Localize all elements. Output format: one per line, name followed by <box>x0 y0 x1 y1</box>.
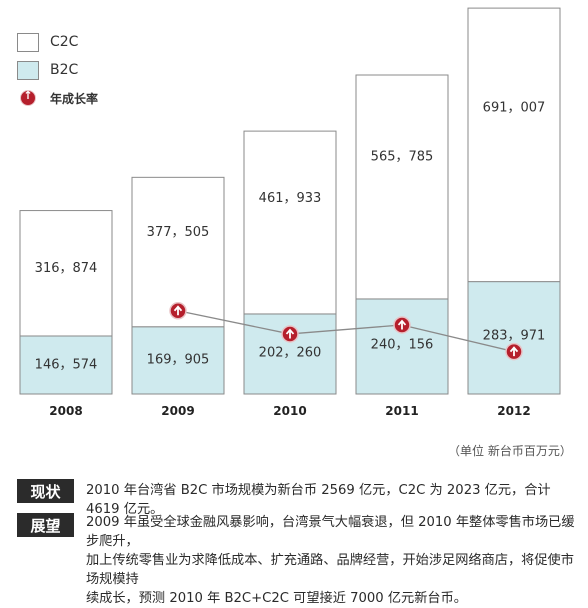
note-text-current: 2010 年台湾省 B2C 市场规模为新台币 2569 亿元，C2C 为 202… <box>86 483 551 517</box>
legend-label-growth: 年成长率 <box>50 91 99 106</box>
x-tick-label: 2011 <box>385 404 418 418</box>
bar-c2c <box>243 130 337 315</box>
data-label-b2c: 146，574 <box>35 357 98 372</box>
data-label-b2c: 202，260 <box>259 346 322 361</box>
bar-c2c <box>131 176 225 328</box>
data-label-c2c: 565，785 <box>371 150 434 165</box>
note-current: 现状 2010 年台湾省 B2C 市场规模为新台币 2569 亿元，C2C 为 … <box>17 479 577 519</box>
data-label-c2c: 316，874 <box>35 261 98 276</box>
stacked-bar-chart: 146，574 316，874 2008 169，905 377，505 2009 202，… <box>19 7 561 418</box>
legend-item-growth: 年成长率 <box>17 84 98 112</box>
legend-label-c2c: C2C <box>50 34 79 50</box>
arrow-up-icon <box>285 328 295 339</box>
data-label-c2c: 691，007 <box>483 101 546 116</box>
data-label-b2c: 283，971 <box>483 328 546 343</box>
b2c-swatch <box>17 60 39 80</box>
bar-c2c <box>467 7 561 283</box>
x-tick-label: 2010 <box>273 404 306 418</box>
arrow-up-icon <box>173 305 183 316</box>
note-text-outlook: 2009 年虽受全球金融风暴影响，台湾景气大幅衰退，但 2010 年整体零售市场… <box>86 513 577 608</box>
bar-b2c <box>467 281 561 395</box>
growth-marker-icon <box>20 89 36 106</box>
data-label-c2c: 461，933 <box>259 191 322 206</box>
legend-item-b2c: B2C <box>17 56 98 84</box>
note-line: 加上传统零售业为求降低成本、扩充通路、品牌经营，开始涉足网络商店，将促使市场规模… <box>86 553 574 587</box>
bar-b2c <box>19 335 113 395</box>
data-label-b2c: 169，905 <box>147 352 210 367</box>
x-tick-label: 2009 <box>161 404 194 418</box>
growth-line-segment <box>401 324 515 353</box>
note-tag-current: 现状 <box>17 479 74 503</box>
legend-item-c2c: C2C <box>17 28 98 56</box>
bar-c2c <box>355 74 449 300</box>
data-label-c2c: 377，505 <box>147 225 210 240</box>
x-tick-label: 2008 <box>49 404 82 418</box>
c2c-swatch <box>17 32 39 52</box>
unit-label: （单位 新台币百万元） <box>448 444 572 458</box>
arrow-up-icon <box>397 319 407 330</box>
data-label-b2c: 240，156 <box>371 338 434 353</box>
legend-label-b2c: B2C <box>50 62 79 78</box>
note-line: 续成长，预测 2010 年 B2C+C2C 可望接近 7000 亿元新台币。 <box>86 591 467 606</box>
legend: C2C B2C 年成长率 <box>17 28 98 112</box>
note-outlook: 展望 2009 年虽受全球金融风暴影响，台湾景气大幅衰退，但 2010 年整体零… <box>17 513 577 608</box>
x-tick-label: 2012 <box>497 404 530 418</box>
growth-line-segment <box>289 324 403 335</box>
growth-line-segment <box>177 310 291 335</box>
bar-c2c <box>19 210 113 337</box>
note-line: 2009 年虽受全球金融风暴影响，台湾景气大幅衰退，但 2010 年整体零售市场… <box>86 515 575 549</box>
arrow-up-icon <box>509 346 519 357</box>
note-tag-outlook: 展望 <box>17 513 74 537</box>
